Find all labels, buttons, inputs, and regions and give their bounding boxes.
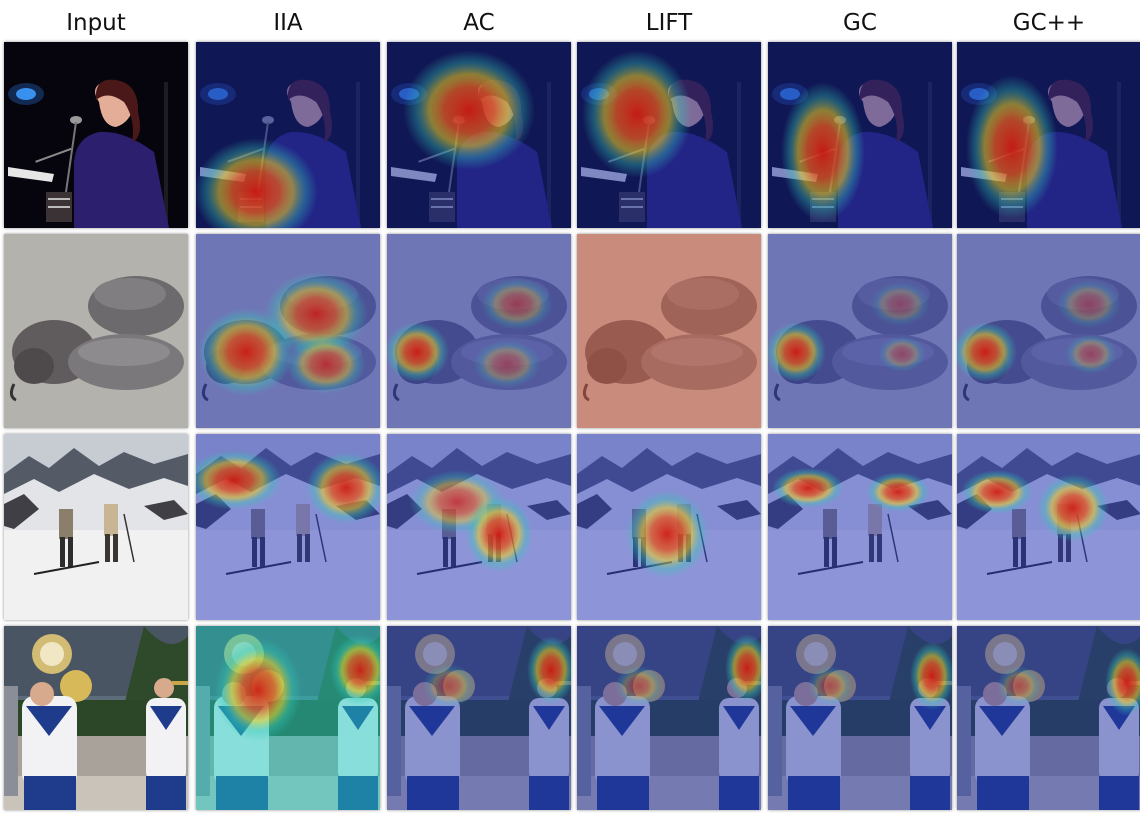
saliency-map-iia-singer [196, 42, 380, 228]
saliency-map-iia-warthogs [196, 234, 380, 428]
saliency-map-ac-warthogs [387, 234, 571, 428]
column-header-ac: AC [463, 10, 495, 36]
saliency-map-gc-singer [768, 42, 952, 228]
saliency-map-gcpp-skiers [957, 434, 1140, 620]
saliency-map-gc-warthogs [768, 234, 952, 428]
saliency-map-iia-band [196, 626, 380, 810]
saliency-map-lift-band [577, 626, 761, 810]
saliency-map-gc-band [768, 626, 952, 810]
column-header-input: Input [66, 10, 126, 36]
saliency-map-lift-warthogs [577, 234, 761, 428]
saliency-map-lift-singer [577, 42, 761, 228]
saliency-map-iia-skiers [196, 434, 380, 620]
saliency-map-ac-singer [387, 42, 571, 228]
input-image-singer [4, 42, 188, 228]
saliency-map-gcpp-band [957, 626, 1140, 810]
column-header-iia: IIA [273, 10, 303, 36]
saliency-map-ac-skiers [387, 434, 571, 620]
column-header-gcpp: GC++ [1012, 10, 1086, 36]
saliency-map-gcpp-singer [957, 42, 1140, 228]
saliency-map-gcpp-warthogs [957, 234, 1140, 428]
saliency-map-ac-band [387, 626, 571, 810]
saliency-map-lift-skiers [577, 434, 761, 620]
input-image-warthogs [4, 234, 188, 428]
input-image-band [4, 626, 188, 810]
column-header-gc: GC [843, 10, 877, 36]
input-image-skiers [4, 434, 188, 620]
column-header-lift: LIFT [645, 10, 693, 36]
saliency-map-gc-skiers [768, 434, 952, 620]
